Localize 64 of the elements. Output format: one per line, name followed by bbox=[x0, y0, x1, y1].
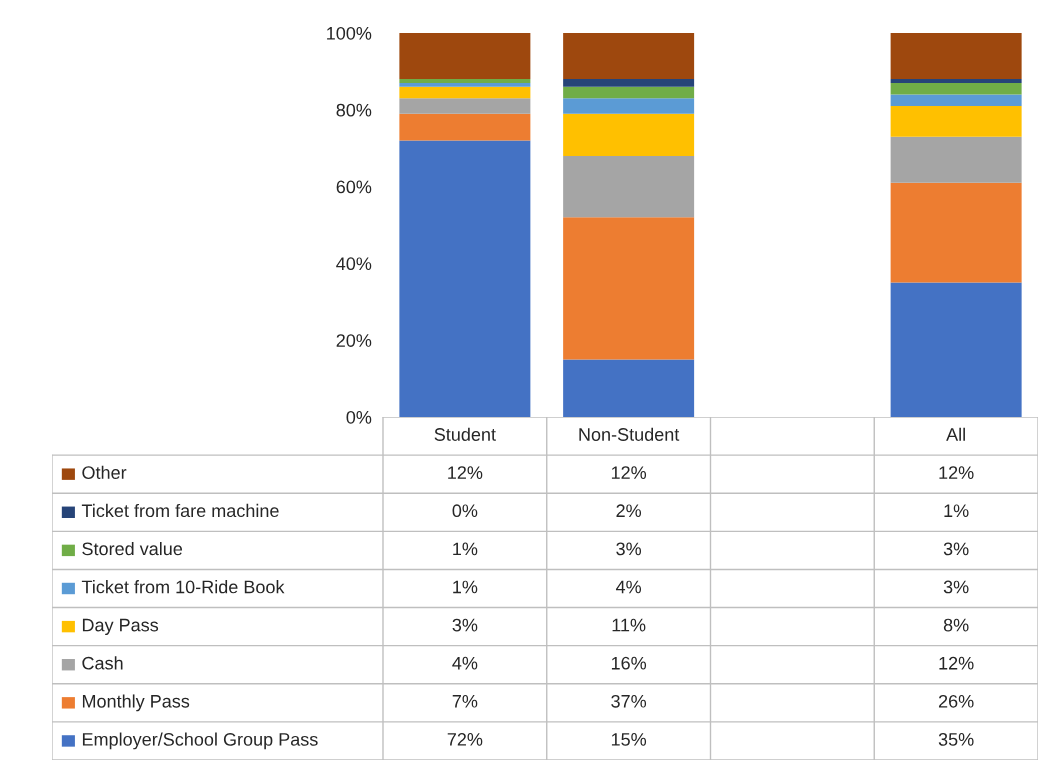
y-tick-label: 40% bbox=[336, 257, 372, 271]
y-tick-label: 0% bbox=[346, 410, 372, 424]
data-label: 3% bbox=[452, 618, 478, 632]
bar bbox=[890, 94, 1022, 106]
bar bbox=[890, 105, 1022, 137]
bar bbox=[399, 82, 531, 87]
data-label: 37% bbox=[611, 694, 647, 708]
x-tick-label: Student bbox=[434, 427, 496, 441]
bar bbox=[890, 136, 1022, 183]
data-label: 12% bbox=[611, 466, 647, 479]
data-label: 4% bbox=[615, 580, 642, 594]
bar bbox=[563, 113, 695, 156]
x-tick-label: All bbox=[946, 427, 965, 441]
data-label: 8% bbox=[943, 618, 969, 632]
bar bbox=[563, 217, 695, 360]
y-tick-label: 20% bbox=[336, 334, 372, 347]
bar bbox=[399, 79, 531, 83]
data-label: 35% bbox=[938, 733, 974, 746]
data-label: 1% bbox=[944, 504, 969, 518]
y-tick-label: 80% bbox=[336, 103, 372, 117]
legend-label: Day Pass bbox=[82, 618, 159, 636]
bar bbox=[399, 98, 531, 114]
legend-label: Other bbox=[82, 465, 127, 480]
bar bbox=[399, 33, 531, 80]
bar bbox=[563, 86, 695, 99]
data-label: 16% bbox=[611, 656, 647, 670]
legend-label: Ticket from fare machine bbox=[81, 503, 279, 518]
legend-label: Employer/School Group Pass bbox=[82, 732, 318, 750]
data-label: 0% bbox=[452, 504, 478, 518]
data-label: 3% bbox=[943, 542, 969, 556]
data-label: 12% bbox=[939, 656, 974, 670]
bar bbox=[399, 113, 531, 141]
legend-label: Monthly Pass bbox=[82, 694, 190, 712]
bar bbox=[890, 79, 1022, 83]
data-label: 15% bbox=[611, 733, 647, 746]
bar bbox=[399, 86, 531, 99]
data-label: 7% bbox=[452, 694, 478, 708]
y-tick-label: 100% bbox=[327, 26, 372, 40]
data-label: 3% bbox=[943, 580, 969, 594]
legend-label: Ticket from 10-Ride Book bbox=[81, 580, 285, 594]
x-tick-label: Non-Student bbox=[579, 427, 680, 441]
bar bbox=[890, 82, 1022, 95]
bar bbox=[563, 359, 695, 417]
data-label: 72% bbox=[447, 733, 483, 746]
data-label: 12% bbox=[448, 466, 483, 479]
bar bbox=[890, 282, 1022, 417]
bar bbox=[890, 33, 1022, 80]
data-label: 1% bbox=[453, 542, 478, 556]
y-tick-label: 60% bbox=[336, 180, 372, 194]
data-label: 3% bbox=[616, 542, 642, 556]
bar bbox=[563, 79, 695, 87]
bar bbox=[890, 182, 1022, 283]
legend-label: Cash bbox=[82, 656, 123, 670]
bar bbox=[563, 33, 695, 80]
bar bbox=[563, 155, 695, 218]
bar bbox=[399, 140, 531, 417]
data-label: 12% bbox=[939, 466, 974, 479]
data-label: 2% bbox=[616, 504, 642, 518]
data-label: 1% bbox=[453, 580, 478, 594]
data-label: 11% bbox=[612, 618, 646, 632]
data-label: 4% bbox=[452, 656, 478, 670]
data-label: 26% bbox=[938, 694, 974, 708]
legend-label: Stored value bbox=[82, 541, 183, 556]
bar bbox=[563, 98, 695, 114]
